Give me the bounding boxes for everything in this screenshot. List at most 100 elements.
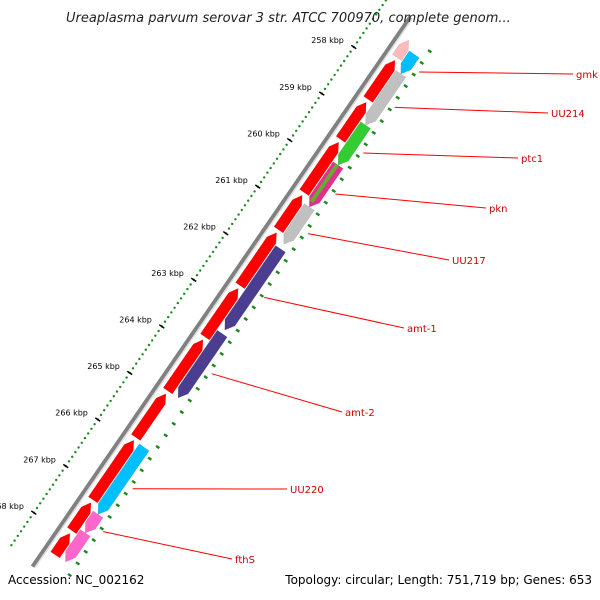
ruler-dot — [125, 376, 128, 379]
kbp-tick-label: 268 kbp — [0, 502, 24, 511]
ruler-dot — [234, 218, 237, 221]
inner-tick — [171, 421, 177, 426]
ruler-dot — [167, 315, 170, 319]
ruler-dot — [218, 241, 221, 244]
gene-label-leader — [264, 296, 405, 329]
ruler-dot — [343, 59, 346, 63]
gene-label-leader — [419, 71, 574, 75]
inner-tick — [91, 538, 97, 543]
genome-backbone — [30, 16, 413, 569]
ruler-dot — [19, 530, 23, 533]
inner-tick — [403, 84, 409, 89]
gene-label: UU217 — [452, 256, 486, 267]
inner-tick — [203, 375, 209, 380]
forward-cds — [162, 339, 204, 395]
ruler-dot — [16, 534, 19, 538]
inner-tick — [339, 177, 345, 182]
inner-tick — [107, 514, 113, 519]
ruler-dot — [93, 423, 96, 426]
inner-tick — [387, 107, 393, 112]
inner-tick — [243, 316, 249, 322]
ruler-dot — [275, 157, 279, 160]
inner-tick — [363, 142, 369, 147]
gene-pkn-overlay — [310, 163, 339, 203]
ruler-dot — [279, 152, 282, 156]
ruler-dot — [266, 171, 269, 174]
ruler-dot — [237, 213, 240, 216]
kbp-tick — [94, 417, 101, 422]
inner-tick — [155, 444, 161, 450]
kbp-ticks: 258 kbp 259 kbp 260 kbp 261 kbp 262 kbp 263 k… — [0, 36, 357, 515]
ruler-dot — [291, 134, 295, 137]
kbp-tick — [158, 324, 165, 329]
ruler-dot — [115, 390, 119, 393]
forward-strand-genes — [50, 39, 410, 559]
ruler-dot — [71, 455, 74, 458]
backbone-line — [30, 16, 413, 569]
ruler-dot — [259, 180, 263, 184]
ruler-dot — [311, 106, 314, 109]
gene-label-leader — [211, 373, 343, 413]
ruler-dot — [183, 292, 186, 295]
gene-label-leader — [103, 531, 233, 560]
ruler-dot — [112, 395, 116, 398]
kbp-tick-label: 259 kbp — [279, 83, 312, 92]
ruler-dot — [211, 250, 215, 254]
kbp-tick — [126, 370, 133, 376]
inner-tick — [347, 165, 353, 170]
ruler-dot — [208, 255, 211, 258]
kbp-tick — [62, 463, 69, 469]
ruler-dot — [10, 544, 13, 547]
inner-tick — [179, 409, 185, 415]
ruler-dot — [368, 22, 371, 25]
forward-cds — [335, 101, 367, 143]
ruler-dot — [39, 502, 42, 505]
ruler-dot — [231, 222, 234, 226]
ruler-dot — [381, 3, 384, 7]
inner-tick — [331, 188, 337, 194]
ruler-dot — [365, 27, 368, 30]
reverse-strand-genes — [65, 50, 420, 563]
ruler-dot — [304, 115, 307, 119]
inner-tick — [307, 223, 313, 228]
ruler-dot — [99, 413, 103, 417]
inner-tick — [147, 456, 153, 461]
ruler-dot — [119, 385, 122, 389]
gene-label: ptc1 — [521, 154, 543, 165]
ruler-dot — [106, 404, 109, 407]
inner-tick — [131, 479, 137, 485]
genome-stats-text: Topology: circular; Length: 751,719 bp; … — [285, 573, 592, 587]
inner-tick — [419, 60, 425, 65]
inner-tick — [219, 351, 225, 357]
ruler-dot — [179, 297, 183, 300]
ruler-dot — [189, 283, 192, 286]
forward-cds — [50, 533, 71, 559]
inner-tick — [115, 503, 121, 508]
kbp-tick-label: 258 kbp — [311, 36, 344, 45]
ruler-dot — [109, 399, 112, 403]
inner-ticks — [67, 49, 433, 578]
ruler-dot — [378, 8, 381, 11]
ruler-dot — [51, 483, 55, 486]
gene-label-leader — [308, 233, 450, 261]
inner-tick — [299, 235, 305, 240]
ruler-dot — [195, 274, 199, 277]
gene-labels: gmk UU214 ptc1 pkn UU217 amt-1 amt-2 UU220 fthS — [103, 70, 598, 566]
inner-tick — [355, 153, 361, 159]
inner-tick — [251, 305, 257, 310]
gene-gmk — [400, 50, 420, 75]
gene-UU220 — [97, 443, 150, 515]
gene-label: gmk — [576, 70, 598, 81]
gene-UU217 — [283, 203, 315, 245]
ruler-dot — [240, 208, 243, 212]
forward-cds — [66, 502, 92, 535]
kbp-tick-label: 262 kbp — [183, 223, 216, 232]
inner-tick — [227, 340, 233, 345]
ruler-dot — [327, 83, 330, 86]
inner-tick — [411, 72, 417, 77]
kbp-tick — [30, 510, 37, 515]
ruler-dot — [307, 111, 311, 114]
ruler-dot — [138, 357, 141, 361]
ruler-dot — [23, 525, 26, 528]
